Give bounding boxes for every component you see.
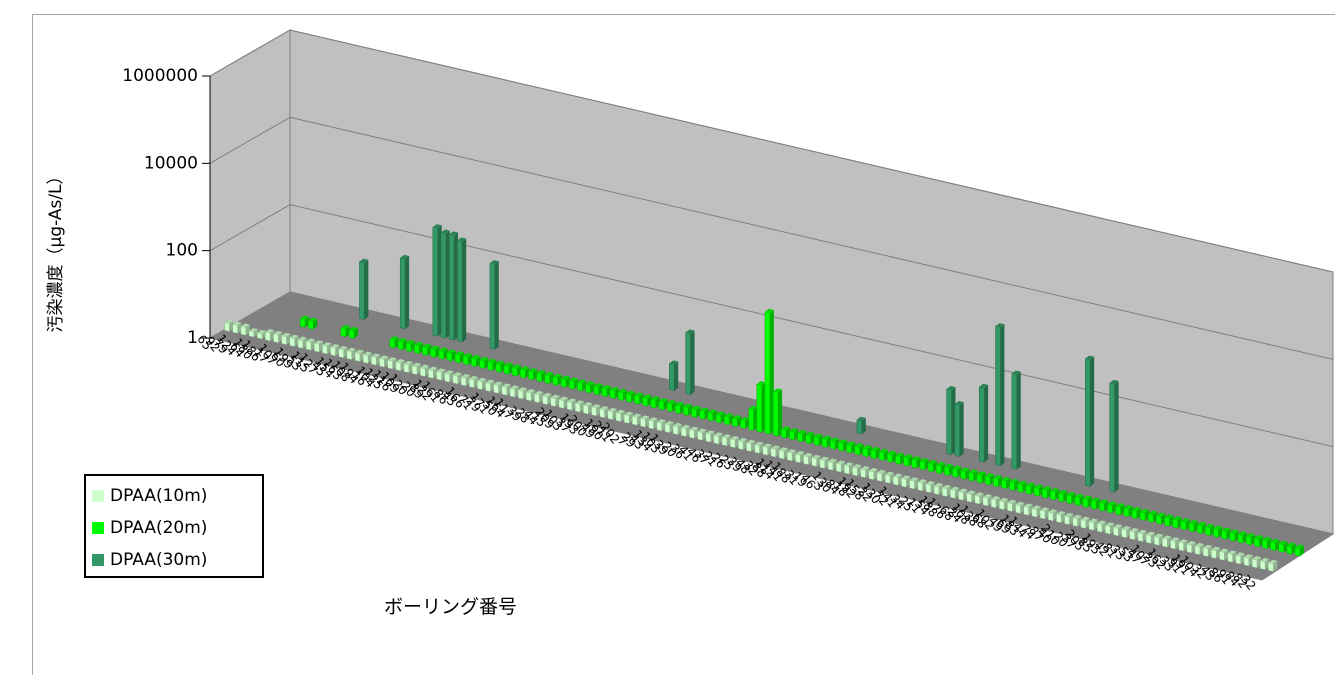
legend-swatch-20m xyxy=(92,522,104,534)
y-axis-label: 汚染濃度（μg-As/L） xyxy=(36,130,76,370)
bar-DPAA(30m)-104 xyxy=(441,229,450,338)
bar-DPAA(30m)-116 xyxy=(457,237,466,342)
legend-item-30m: DPAA(30m) xyxy=(92,544,256,576)
legend-label-10m: DPAA(10m) xyxy=(110,486,207,506)
legend-label-30m: DPAA(30m) xyxy=(110,550,207,570)
bar-DPAA(30m)-176 xyxy=(1012,370,1021,469)
bar-DPAA(30m)-130 xyxy=(947,386,956,455)
bar-DPAA(20m)-37 xyxy=(749,406,758,431)
y-axis-label-text: 汚染濃度（μg-As/L） xyxy=(46,167,66,332)
bar-DPAA(30m)-183 xyxy=(1085,356,1094,487)
legend-label-20m: DPAA(20m) xyxy=(110,518,207,538)
bar-DPAA(30m)-190 xyxy=(669,360,678,390)
bar-DPAA(30m)-54 xyxy=(996,323,1005,466)
bar-DPAA(30m)-202 xyxy=(686,329,695,394)
legend-item-10m: DPAA(10m) xyxy=(92,480,256,512)
bar-DPAA(30m)-72 xyxy=(955,401,964,456)
side-wall xyxy=(210,30,290,338)
bar-DPAA(30m)-25 xyxy=(979,384,988,462)
bar-DPAA(30m)-188 xyxy=(857,417,866,434)
legend-swatch-10m xyxy=(92,490,104,502)
bar-DPAA(30m)-16 xyxy=(433,224,442,336)
bar-DPAA(30m)-154 xyxy=(400,255,409,329)
bar-DPAA(20m)-25 xyxy=(773,388,782,436)
bar-DPAA(30m)-199 xyxy=(359,259,368,320)
bar-DPAA(20m)-26 xyxy=(765,309,774,434)
y-tick-label: 1000000 xyxy=(122,66,198,86)
legend-swatch-30m xyxy=(92,554,104,566)
legend: DPAA(10m) DPAA(20m) DPAA(30m) xyxy=(84,474,264,578)
y-tick-label: 100 xyxy=(166,241,198,261)
bar-DPAA(20m)-21 xyxy=(757,381,766,432)
bar-DPAA(30m)-87 xyxy=(1110,380,1119,492)
bar-DPAA(30m)-125 xyxy=(449,231,458,340)
y-tick-label: 10000 xyxy=(144,153,198,173)
x-axis-label: ボーリング番号 xyxy=(384,592,517,619)
legend-item-20m: DPAA(20m) xyxy=(92,512,256,544)
bar-DPAA(30m)-89 xyxy=(490,260,499,349)
